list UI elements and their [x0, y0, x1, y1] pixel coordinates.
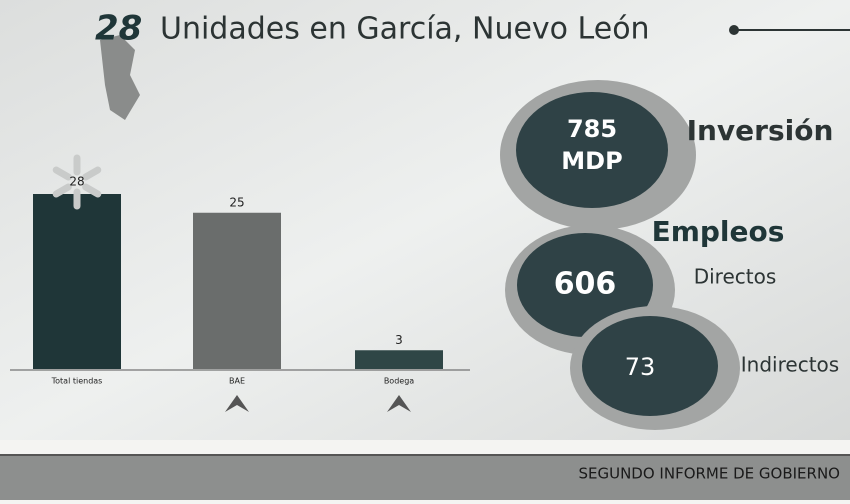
employment-title: Empleos [652, 215, 785, 248]
investment-label: Inversión [687, 114, 834, 147]
bar [193, 213, 281, 369]
bar [33, 194, 121, 369]
unit-count: 28 [95, 9, 142, 49]
header-title: Unidades en García, Nuevo León [160, 12, 650, 47]
category-label: BAE [229, 377, 245, 386]
value-label: 3 [395, 333, 403, 347]
indirect-label: Indirectos [741, 353, 839, 377]
direct-label: Directos [694, 265, 777, 289]
value-label: 25 [229, 195, 244, 209]
investment-unit: MDP [561, 147, 622, 175]
title-dot [729, 25, 739, 35]
investment-value: 785 [567, 115, 617, 143]
value-label: 28 [69, 175, 84, 189]
footer-text: SEGUNDO INFORME DE GOBIERNO [578, 465, 840, 483]
category-label: Total tiendas [51, 377, 103, 386]
indirect-value: 73 [625, 353, 656, 381]
infographic: 28 Unidades en García, Nuevo León 28 Tota… [0, 0, 850, 504]
direct-value: 606 [554, 267, 617, 302]
bar [355, 350, 443, 369]
category-label: Bodega [384, 377, 414, 386]
